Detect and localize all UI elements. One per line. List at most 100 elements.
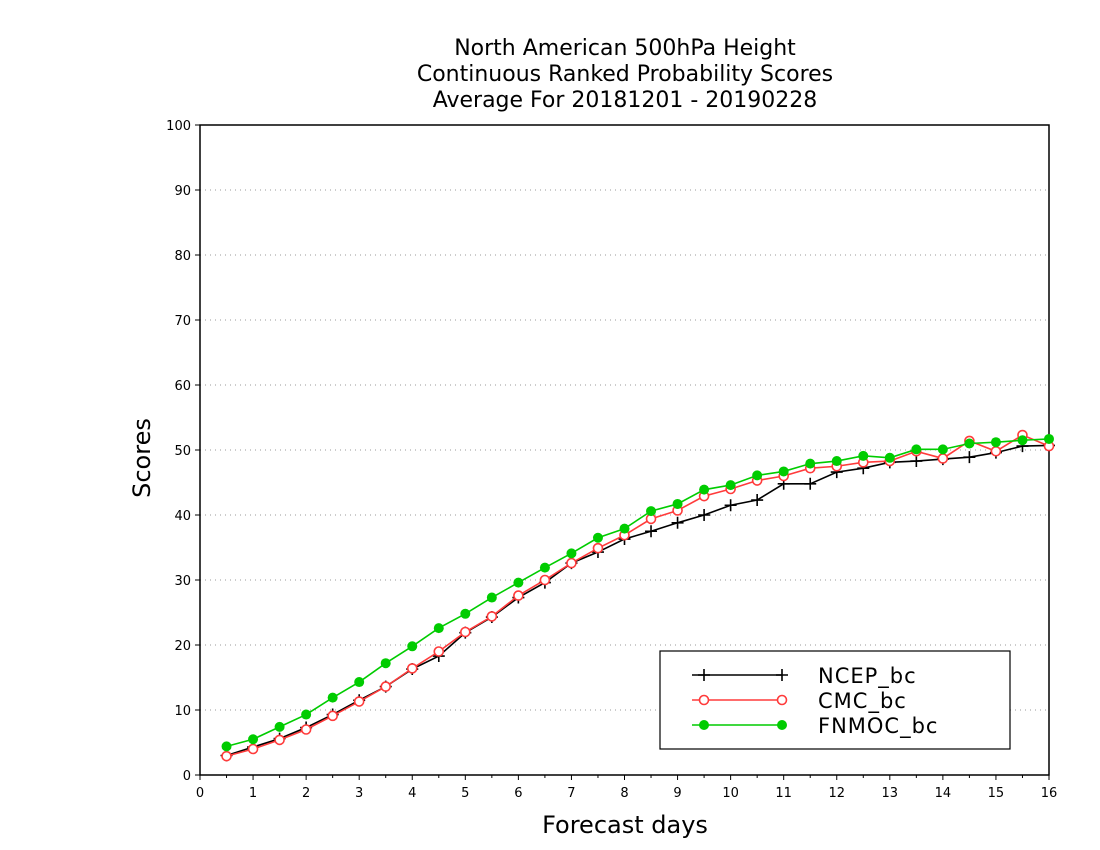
data-point-fnmoc-bc — [725, 480, 736, 491]
x-tick-label: 13 — [882, 786, 899, 801]
x-axis-label: Forecast days — [542, 811, 708, 839]
x-tick-label: 10 — [722, 786, 739, 801]
x-tick-label: 5 — [461, 786, 469, 801]
y-tick-label: 40 — [174, 509, 191, 524]
data-point-fnmoc-bc — [592, 532, 603, 543]
legend-marker — [699, 720, 709, 730]
data-point-fnmoc-bc — [1017, 435, 1028, 446]
x-tick-label: 3 — [355, 786, 363, 801]
x-tick-label: 14 — [935, 786, 952, 801]
y-tick-label: 0 — [183, 769, 191, 784]
data-point-fnmoc-bc — [937, 444, 948, 455]
data-point-fnmoc-bc — [778, 466, 789, 477]
data-point-fnmoc-bc — [566, 548, 577, 559]
data-point-fnmoc-bc — [221, 741, 232, 752]
data-point-ncep-bc — [751, 494, 764, 507]
data-point-cmc-bc — [327, 710, 338, 722]
legend-label: NCEP_bc — [818, 664, 917, 689]
legend-item-fnmoc-bc: FNMOC_bc — [692, 714, 938, 739]
x-tick-label: 12 — [828, 786, 845, 801]
data-point-fnmoc-bc — [964, 438, 975, 449]
y-tick-label: 80 — [174, 249, 191, 264]
legend-item-cmc-bc: CMC_bc — [692, 689, 907, 714]
x-tick-label: 8 — [620, 786, 628, 801]
x-tick-label: 6 — [514, 786, 522, 801]
data-point-fnmoc-bc — [619, 523, 630, 534]
x-tick-label: 0 — [196, 786, 204, 801]
x-tick-label: 9 — [673, 786, 681, 801]
data-point-fnmoc-bc — [672, 498, 683, 509]
data-point-cmc-bc — [221, 750, 232, 762]
data-point-cmc-bc — [937, 453, 949, 464]
data-point-fnmoc-bc — [699, 484, 710, 495]
legend-marker — [776, 694, 788, 706]
data-point-fnmoc-bc — [301, 709, 312, 720]
data-point-cmc-bc — [433, 646, 445, 657]
data-point-fnmoc-bc — [433, 623, 444, 634]
data-point-ncep-bc — [963, 451, 976, 464]
series-fnmoc-bc — [221, 433, 1054, 752]
y-axis-label: Scores — [128, 418, 156, 498]
data-point-cmc-bc — [274, 734, 285, 746]
data-point-fnmoc-bc — [248, 734, 259, 745]
data-point-fnmoc-bc — [354, 677, 365, 688]
data-point-fnmoc-bc — [884, 452, 895, 463]
data-point-fnmoc-bc — [327, 692, 338, 703]
data-point-ncep-bc — [910, 455, 923, 468]
data-point-fnmoc-bc — [752, 470, 763, 481]
y-tick-label: 30 — [174, 574, 191, 589]
legend-marker — [698, 694, 710, 706]
data-point-fnmoc-bc — [486, 592, 497, 603]
data-point-fnmoc-bc — [805, 458, 816, 469]
x-tick-label: 4 — [408, 786, 416, 801]
data-point-cmc-bc — [990, 445, 1002, 457]
legend-marker — [777, 720, 787, 730]
y-tick-label: 60 — [174, 379, 191, 394]
data-point-fnmoc-bc — [274, 721, 285, 732]
data-point-fnmoc-bc — [831, 456, 842, 467]
data-point-cmc-bc — [566, 557, 577, 569]
data-point-fnmoc-bc — [990, 437, 1001, 448]
legend-label: FNMOC_bc — [818, 714, 938, 739]
x-tick-label: 11 — [775, 786, 792, 801]
y-tick-label: 50 — [174, 444, 191, 459]
data-point-fnmoc-bc — [513, 577, 524, 588]
y-tick-label: 20 — [174, 639, 191, 654]
data-point-fnmoc-bc — [858, 450, 869, 461]
data-point-cmc-bc — [406, 663, 418, 674]
data-point-fnmoc-bc — [646, 506, 657, 517]
chart-title-line-2: Continuous Ranked Probability Scores — [416, 62, 834, 87]
legend-item-ncep-bc: NCEP_bc — [692, 664, 917, 689]
x-tick-label: 1 — [249, 786, 257, 801]
data-point-ncep-bc — [804, 477, 817, 490]
x-tick-label: 7 — [567, 786, 575, 801]
series-layer — [220, 429, 1055, 762]
data-point-cmc-bc — [539, 574, 551, 586]
data-point-cmc-bc — [380, 681, 392, 692]
y-tick-label: 10 — [174, 704, 191, 719]
data-point-cmc-bc — [300, 724, 312, 735]
data-point-cmc-bc — [353, 696, 365, 707]
data-point-cmc-bc — [247, 743, 259, 755]
legend-marker — [776, 669, 788, 681]
data-point-ncep-bc — [724, 499, 737, 512]
chart-title-line-1: North American 500hPa Height — [454, 36, 796, 61]
x-tick-label: 15 — [988, 786, 1005, 801]
x-tick-label: 2 — [302, 786, 310, 801]
legend-label: CMC_bc — [818, 689, 907, 714]
data-point-fnmoc-bc — [407, 641, 418, 652]
data-point-cmc-bc — [592, 542, 604, 554]
x-tick-label: 16 — [1041, 786, 1058, 801]
y-tick-label: 90 — [174, 184, 191, 199]
y-tick-label: 70 — [174, 314, 191, 329]
y-tick-label: 100 — [166, 119, 191, 134]
data-point-ncep-bc — [698, 509, 711, 521]
legend-marker — [698, 669, 710, 681]
data-point-ncep-bc — [645, 525, 658, 538]
data-point-fnmoc-bc — [380, 658, 391, 669]
data-point-fnmoc-bc — [460, 608, 471, 619]
data-point-fnmoc-bc — [911, 444, 922, 455]
